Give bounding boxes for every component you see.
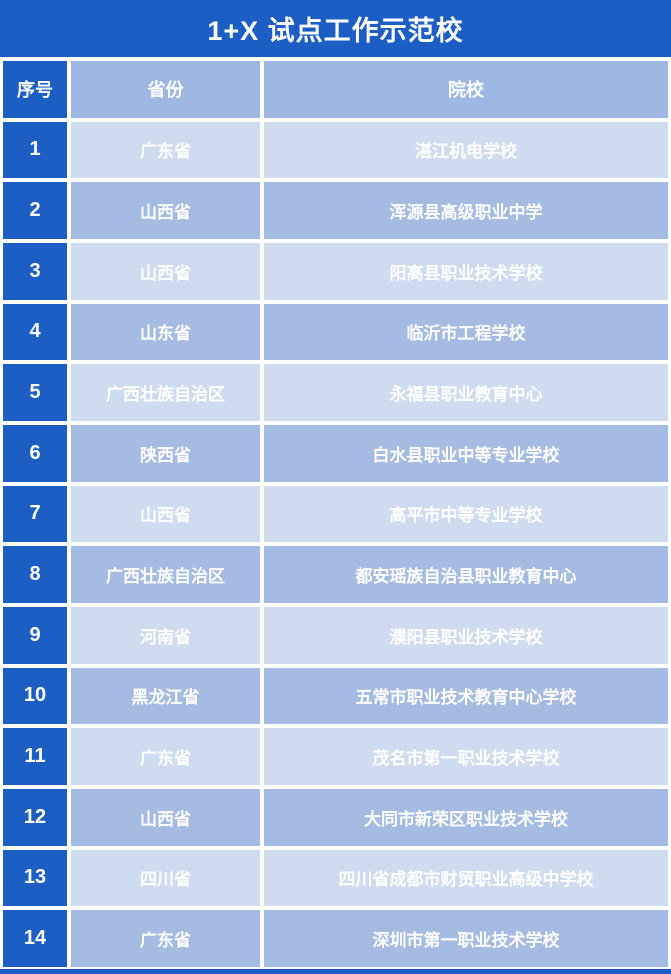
province-cell: 河南省	[71, 607, 260, 664]
school-cell: 湛江机电学校	[264, 121, 668, 179]
row-index-cell: 6	[3, 425, 67, 482]
school-cell: 白水县职业中等专业学校	[264, 425, 668, 482]
row-index-cell: 1	[3, 121, 67, 179]
province-cell: 山东省	[71, 303, 260, 361]
school-cell: 茂名市第一职业技术学校	[264, 728, 668, 785]
row-index-cell: 2	[3, 182, 67, 239]
bottom-border	[0, 969, 671, 974]
province-cell: 广东省	[71, 121, 260, 179]
school-cell: 四川省成都市财贸职业高级中学校	[264, 849, 668, 907]
row-index-cell: 7	[3, 485, 67, 543]
header-index: 序号	[3, 61, 67, 118]
row-index-cell: 8	[3, 546, 67, 603]
school-cell: 濮阳县职业技术学校	[264, 607, 668, 664]
province-cell: 黑龙江省	[71, 667, 260, 725]
province-cell: 广西壮族自治区	[71, 546, 260, 603]
row-index-cell: 4	[3, 303, 67, 361]
province-cell: 四川省	[71, 849, 260, 907]
row-index-cell: 3	[3, 243, 67, 300]
province-cell: 山西省	[71, 789, 260, 846]
school-cell: 五常市职业技术教育中心学校	[264, 667, 668, 725]
province-cell: 山西省	[71, 243, 260, 300]
page-title: 1+X 试点工作示范校	[0, 0, 671, 57]
row-index-cell: 5	[3, 364, 67, 421]
school-cell: 临沂市工程学校	[264, 303, 668, 361]
school-cell: 永福县职业教育中心	[264, 364, 668, 421]
school-cell: 都安瑶族自治县职业教育中心	[264, 546, 668, 603]
province-cell: 广东省	[71, 910, 260, 967]
school-cell: 高平市中等专业学校	[264, 485, 668, 543]
row-index-cell: 12	[3, 789, 67, 846]
row-index-cell: 14	[3, 910, 67, 967]
header-province: 省份	[71, 61, 260, 118]
school-cell: 浑源县高级职业中学	[264, 182, 668, 239]
province-cell: 山西省	[71, 182, 260, 239]
header-school: 院校	[264, 61, 668, 118]
schools-table: 序号 省份 院校 1 广东省 湛江机电学校 2 山西省 浑源县高级职业中学 3 山西省 阳高县职业技术…	[0, 61, 671, 967]
row-index-cell: 9	[3, 607, 67, 664]
province-cell: 山西省	[71, 485, 260, 543]
row-index-cell: 13	[3, 849, 67, 907]
school-cell: 大同市新荣区职业技术学校	[264, 789, 668, 846]
school-cell: 深圳市第一职业技术学校	[264, 910, 668, 967]
province-cell: 广东省	[71, 728, 260, 785]
school-cell: 阳高县职业技术学校	[264, 243, 668, 300]
province-cell: 陕西省	[71, 425, 260, 482]
row-index-cell: 10	[3, 667, 67, 725]
row-index-cell: 11	[3, 728, 67, 785]
province-cell: 广西壮族自治区	[71, 364, 260, 421]
